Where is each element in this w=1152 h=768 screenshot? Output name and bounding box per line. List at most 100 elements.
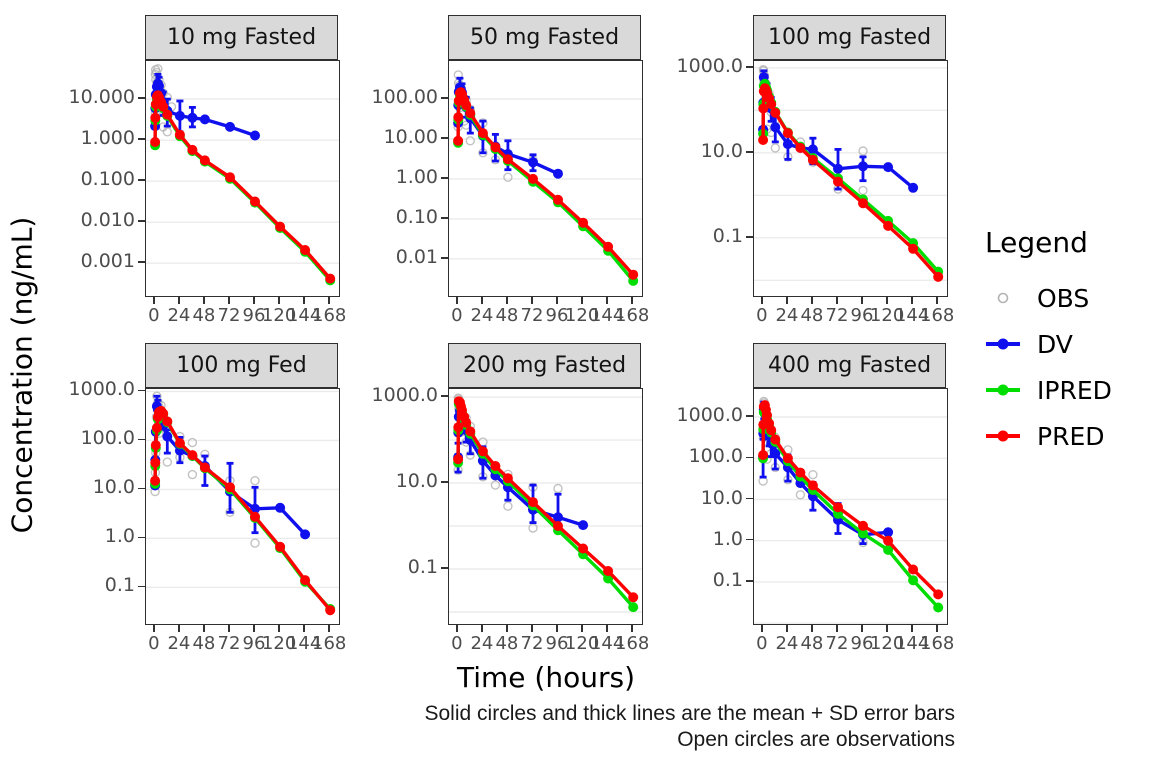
dv-point: [250, 130, 260, 141]
x-axis-tick-label: 0: [756, 305, 768, 326]
dv-key-icon: [986, 338, 1020, 350]
y-axis-tick-label: 100.00: [371, 86, 438, 108]
x-axis-tick-label: 48: [495, 633, 519, 654]
y-tick-mark: [746, 497, 753, 500]
y-axis-tick-label: 1.000: [80, 127, 135, 150]
pred-point: [275, 221, 286, 232]
y-tick-mark: [138, 138, 145, 140]
pred-point: [158, 101, 169, 112]
pred-point: [502, 473, 513, 484]
x-tick-mark: [481, 296, 483, 304]
caption-line-1: Solid circles and thick lines are the me…: [424, 702, 956, 725]
x-tick-mark: [203, 296, 205, 304]
legend-entry-label: IPRED: [1037, 375, 1112, 405]
obs-point: [490, 480, 501, 490]
obs-point: [250, 475, 260, 486]
x-axis-tick-label: 168: [615, 305, 650, 326]
x-tick-mark: [556, 624, 558, 632]
dv-point: [578, 520, 589, 531]
x-axis-tick-label: 0: [756, 633, 768, 654]
facet-plot: [754, 396, 947, 624]
facet-panel: [448, 60, 643, 297]
x-tick-mark: [203, 624, 205, 632]
x-axis-tick-label: 48: [495, 305, 519, 326]
facet-50-mg-fasted: 50 mg Fasted 100.00 10.00 1.00 0.10 0.01 0 24 48…: [372, 15, 649, 326]
y-tick-mark: [138, 536, 145, 539]
pred-point: [858, 198, 868, 209]
x-tick-mark: [153, 296, 155, 304]
pred-point: [858, 520, 868, 531]
y-axis-tick-label: 1000.0: [676, 404, 743, 426]
x-axis-tick-label: 96: [850, 305, 874, 326]
obs-point: [187, 437, 198, 448]
pred-point: [795, 142, 806, 153]
facet-200-mg-fasted: 200 mg Fasted 1000.0 10.0 0.1 0 24 48 72 96 120 14…: [372, 343, 649, 654]
x-tick-mark: [811, 624, 813, 632]
y-tick-mark: [138, 261, 145, 263]
pred-point: [758, 103, 769, 114]
legend-entry-obs: OBS: [985, 275, 1112, 321]
pred-point: [603, 566, 614, 576]
pred-point: [833, 176, 843, 187]
x-tick-mark: [911, 624, 913, 632]
ipred-key-icon: [986, 384, 1020, 396]
x-axis-tick-label: 144: [589, 633, 625, 654]
x-axis-tick-label: 96: [545, 305, 569, 326]
y-axis-tick-label: 10.000: [68, 86, 135, 109]
y-axis-tick-label: 10.0: [700, 486, 743, 509]
x-axis-tick-label: 24: [167, 305, 191, 326]
x-tick-mark: [531, 624, 533, 632]
facet-strip: 200 mg Fasted: [448, 343, 641, 388]
x-axis-tick-label: 72: [217, 305, 241, 326]
x-tick-mark: [228, 296, 230, 304]
facet-plot: [449, 393, 642, 613]
pred-point: [490, 461, 501, 471]
pred-point: [553, 521, 563, 531]
pred-point: [461, 417, 472, 428]
y-axis-tick-label: 0.01: [395, 245, 438, 268]
y-tick-mark: [138, 220, 145, 222]
x-tick-mark: [836, 296, 838, 304]
facet-strip: 50 mg Fasted: [448, 15, 641, 60]
facet-strip: 400 mg Fasted: [753, 343, 946, 388]
x-tick-mark: [936, 624, 938, 632]
x-tick-mark: [278, 624, 280, 632]
x-tick-mark: [861, 296, 863, 304]
pred-point: [766, 425, 777, 436]
facet-title: 50 mg Fasted: [469, 25, 620, 50]
x-axis-tick-label: 144: [589, 305, 625, 326]
dv-point: [300, 529, 311, 540]
x-tick-mark: [836, 624, 838, 632]
y-axis-tick-label: 10.0: [395, 470, 438, 493]
pred-point: [883, 220, 894, 231]
dv-point: [225, 121, 235, 132]
x-tick-mark: [456, 624, 458, 632]
x-tick-mark: [606, 624, 608, 632]
pred-point: [807, 480, 818, 491]
x-tick-mark: [303, 296, 305, 304]
obs-point: [465, 136, 475, 146]
dv-point: [782, 139, 793, 150]
obs-key-icon: [997, 292, 1009, 304]
dv-point: [275, 502, 286, 513]
pred-point: [199, 155, 210, 166]
pred-point: [300, 245, 311, 255]
pred-point: [477, 446, 488, 457]
pred-point: [174, 438, 185, 449]
figure-caption: Solid circles and thick lines are the me…: [425, 701, 956, 753]
pred-point: [770, 107, 781, 118]
pred-point: [883, 535, 894, 546]
y-axis-tick-label: 10.0: [92, 476, 135, 499]
facet-100-mg-fed: 100 mg Fed 1000.0 100.0 10.0 1.0 0.1 0 24 48 72 96…: [69, 343, 346, 654]
pred-point: [603, 241, 614, 252]
obs-point: [187, 469, 198, 480]
pred-point: [578, 217, 589, 228]
x-axis-tick-label: 72: [520, 305, 544, 326]
x-axis-tick-label: 168: [920, 633, 955, 654]
x-tick-mark: [481, 624, 483, 632]
pred-point: [461, 100, 472, 111]
y-tick-mark: [441, 217, 448, 219]
dv-point: [770, 122, 781, 133]
pred-point: [187, 450, 198, 461]
ipred-point: [628, 602, 639, 613]
